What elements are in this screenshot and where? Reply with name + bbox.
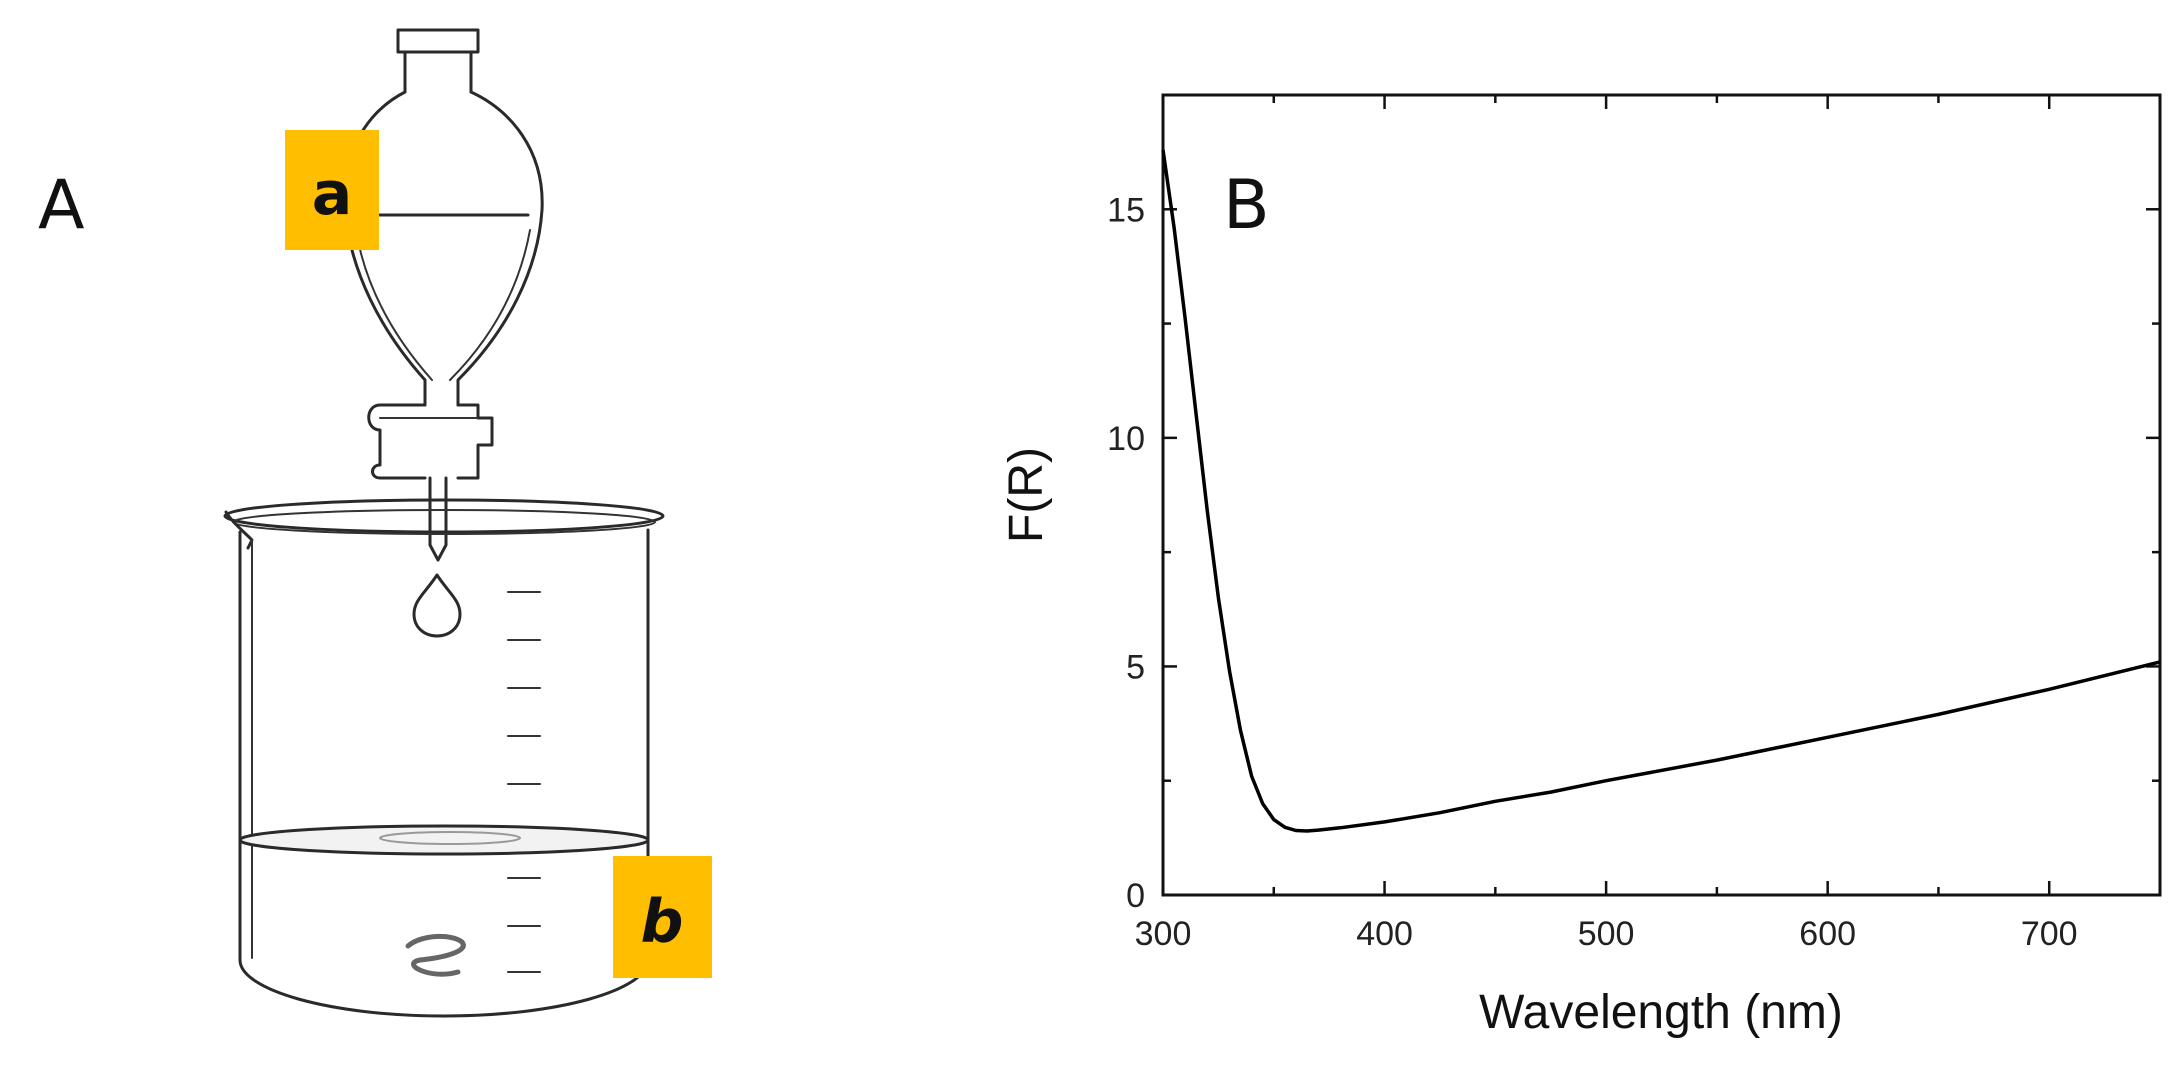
stir-bar-icon (405, 934, 466, 977)
x-tick-label: 400 (1356, 915, 1413, 953)
series-line (1161, 149, 2161, 833)
beaker-icon (223, 498, 665, 1018)
label-box-a-bg (285, 130, 379, 250)
plot-frame (1161, 93, 2162, 897)
x-tick-label: 600 (1799, 915, 1856, 953)
y-axis-title: F(R) (1000, 447, 1053, 543)
y-tick-label: 10 (1107, 420, 1145, 458)
panel-a: A (38, 28, 712, 1018)
separatory-funnel-icon (342, 28, 544, 562)
y-tick-label: 0 (1126, 877, 1145, 915)
y-tick-label: 5 (1126, 648, 1145, 686)
x-axis: 300 400 500 600 700 (1135, 95, 2162, 953)
x-axis-title: Wavelength (nm) (1479, 986, 1843, 1039)
label-box-a: a (285, 130, 379, 250)
label-a-text: a (312, 159, 353, 229)
label-box-b: b (613, 856, 712, 978)
panel-a-label: A (38, 166, 85, 245)
label-b-text: b (641, 887, 684, 957)
droplet-icon (412, 573, 462, 638)
x-tick-label: 300 (1135, 915, 1192, 953)
x-tick-label: 500 (1578, 915, 1635, 953)
panel-b-label: B (1223, 166, 1270, 245)
y-axis: 0 5 10 15 (1107, 93, 2160, 915)
chart: 300 400 500 600 700 0 5 10 15 Wavelength (nm) F… (1000, 93, 2162, 1039)
y-tick-label: 15 (1107, 191, 1145, 229)
panel-b: B 300 400 500 600 700 0 5 10 15 Wavelength (nm)… (1000, 93, 2162, 1039)
label-box-b-bg (613, 856, 712, 978)
x-tick-label: 700 (2021, 915, 2078, 953)
